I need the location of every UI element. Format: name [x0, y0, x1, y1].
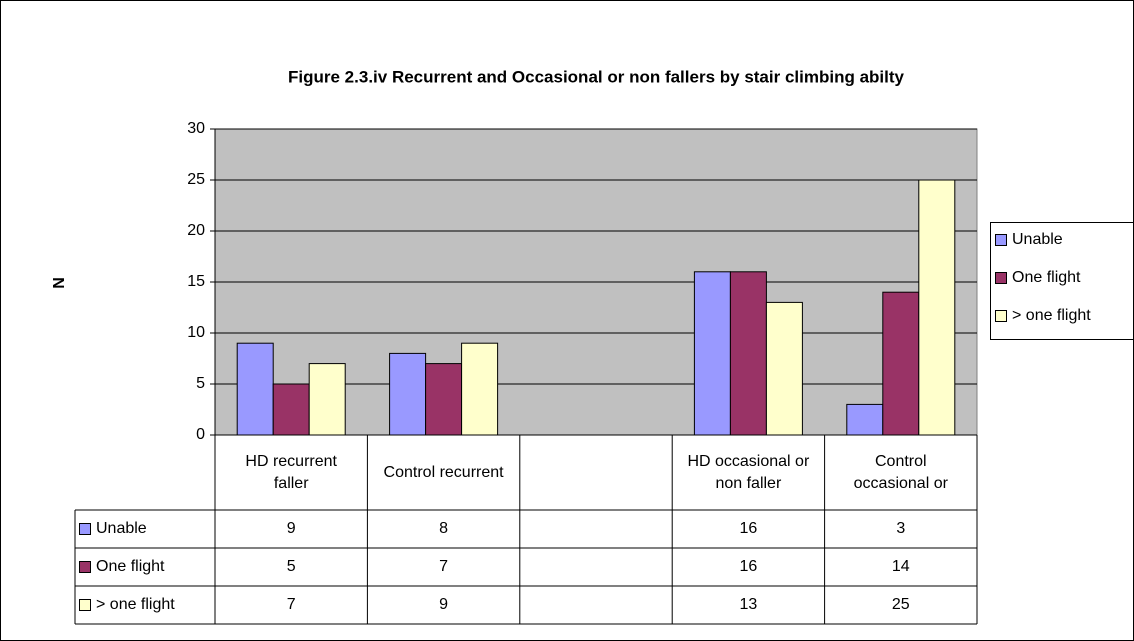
legend-item: > one flight [995, 307, 1091, 325]
legend-key [995, 309, 1007, 322]
table-series-cell: > one flight [75, 586, 215, 624]
table-series-name: > one flight [96, 596, 175, 613]
y-tick-label: 5 [196, 375, 205, 392]
table-value: 16 [739, 520, 758, 537]
table-value: 14 [891, 558, 910, 575]
legend: Unable One flight > one flight [990, 222, 1134, 340]
x-tick-label: Control recurrent [383, 463, 504, 481]
legend-label: Unable [1012, 231, 1063, 248]
bar [765, 301, 803, 436]
legend-key [995, 271, 1007, 284]
table-value: 9 [439, 596, 449, 613]
legend-item: One flight [995, 269, 1080, 287]
bar [308, 363, 346, 436]
y-tick-label: 20 [187, 222, 205, 239]
y-axis-label: N [51, 277, 68, 289]
category-cell: Control occasional or [825, 435, 977, 510]
bar [729, 271, 767, 436]
y-tick-label: 30 [187, 120, 205, 137]
bar [425, 363, 463, 436]
bar [461, 342, 499, 436]
legend-key [995, 233, 1007, 246]
bar [918, 179, 956, 436]
table-value: 25 [891, 596, 910, 613]
category-cell: HD recurrent faller [215, 435, 367, 510]
category-cell: Control recurrent [367, 435, 519, 510]
table-value: 9 [286, 520, 296, 537]
bar [846, 403, 884, 436]
bar [389, 352, 427, 436]
table-series-cell: One flight [75, 548, 215, 586]
table-value: 16 [739, 558, 758, 575]
table-value: 13 [739, 596, 758, 613]
legend-key [79, 561, 91, 573]
table-value: 3 [896, 520, 906, 537]
legend-label: > one flight [1012, 307, 1091, 324]
y-tick-label: 10 [187, 324, 205, 341]
category-cell [520, 435, 672, 510]
bar [693, 271, 731, 436]
y-tick-label: 25 [187, 171, 205, 188]
table-series-name: Unable [96, 520, 147, 537]
table-series-cell: Unable [75, 510, 215, 548]
table-series-name: One flight [96, 558, 165, 575]
table-value: 7 [286, 596, 296, 613]
chart-title: Figure 2.3.iv Recurrent and Occasional o… [288, 67, 904, 86]
x-tick-label: Control occasional or [853, 452, 948, 492]
y-tick-label: 0 [196, 426, 205, 443]
table-value: 5 [286, 558, 296, 575]
legend-key [79, 523, 91, 535]
legend-key [79, 599, 91, 611]
table-value: 8 [439, 520, 449, 537]
legend-item: Unable [995, 231, 1063, 249]
bar [236, 342, 274, 436]
y-tick-label: 15 [187, 273, 205, 290]
legend-label: One flight [1012, 269, 1081, 286]
x-tick-label: HD occasional or non faller [687, 452, 810, 492]
bar [882, 291, 920, 436]
x-tick-label: HD recurrent faller [245, 452, 337, 492]
table-value: 7 [439, 558, 449, 575]
bar [272, 383, 310, 436]
category-cell: HD occasional or non faller [672, 435, 824, 510]
